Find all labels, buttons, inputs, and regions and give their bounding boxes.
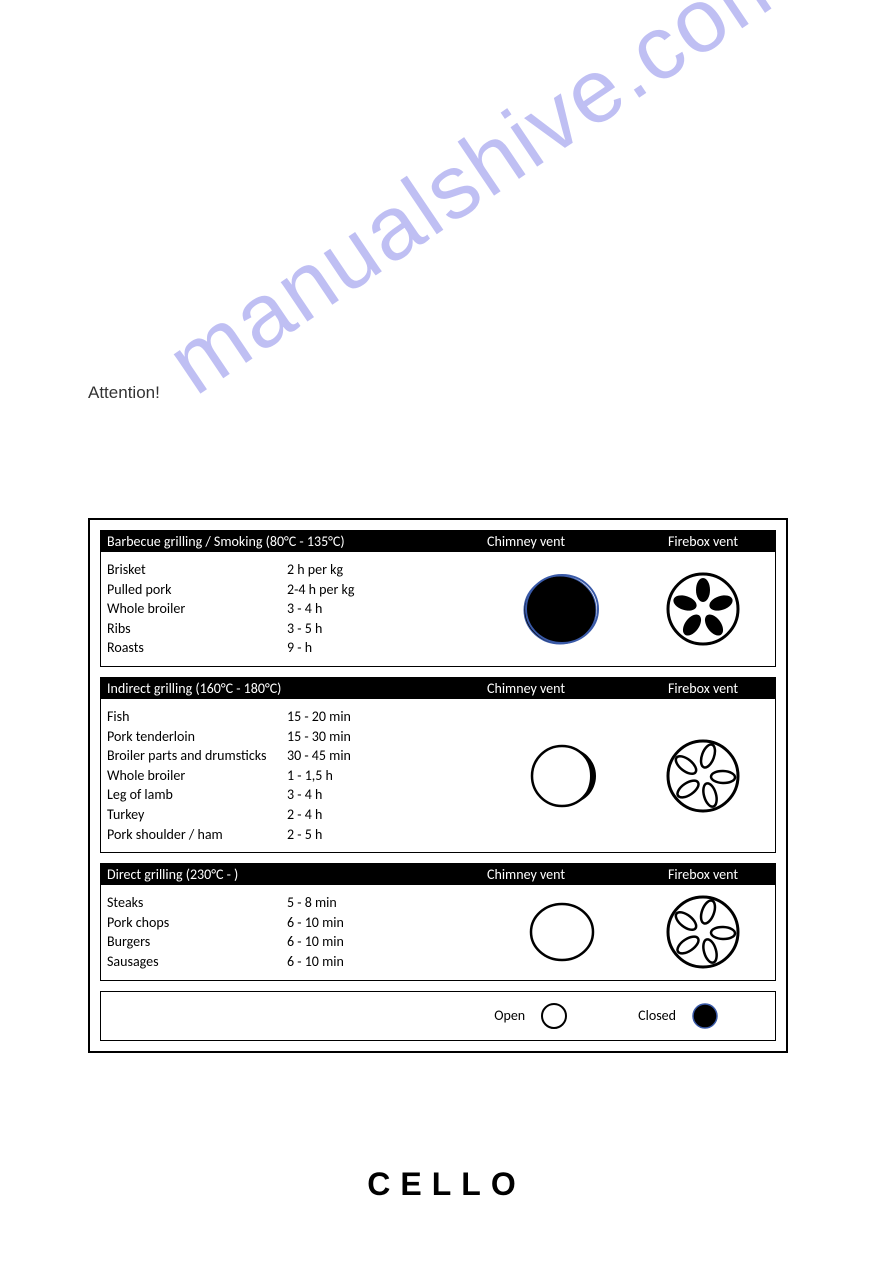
food-item: Pork chops bbox=[107, 913, 287, 933]
section-header: Barbecue grilling / Smoking (80°C - 135°… bbox=[101, 531, 775, 552]
cook-time: 30 - 45 min bbox=[287, 746, 487, 766]
section-header: Direct grilling (230°C - ) Chimney vent … bbox=[101, 864, 775, 885]
cook-time: 1 - 1,5 h bbox=[287, 766, 487, 786]
legend-panel: Open Closed bbox=[100, 991, 776, 1041]
legend-closed: Closed bbox=[638, 1002, 719, 1030]
section-direct: Direct grilling (230°C - ) Chimney vent … bbox=[100, 863, 776, 980]
food-item: Fish bbox=[107, 707, 287, 727]
cook-time: 6 - 10 min bbox=[287, 932, 487, 952]
chimney-vent-half-icon bbox=[526, 740, 598, 812]
items-column: Brisket Pulled pork Whole broiler Ribs R… bbox=[107, 560, 287, 658]
legend-open-icon bbox=[540, 1002, 568, 1030]
legend-closed-label: Closed bbox=[638, 1007, 676, 1024]
cook-time: 6 - 10 min bbox=[287, 913, 487, 933]
col-chimney-label: Chimney vent bbox=[487, 533, 637, 550]
food-item: Whole broiler bbox=[107, 766, 287, 786]
items-column: Fish Pork tenderloin Broiler parts and d… bbox=[107, 707, 287, 844]
col-firebox-label: Firebox vent bbox=[637, 680, 769, 697]
cook-time: 3 - 5 h bbox=[287, 619, 487, 639]
firebox-vent-icon bbox=[664, 893, 742, 971]
times-column: 5 - 8 min 6 - 10 min 6 - 10 min 6 - 10 m… bbox=[287, 893, 487, 971]
col-firebox-label: Firebox vent bbox=[637, 533, 769, 550]
times-column: 2 h per kg 2-4 h per kg 3 - 4 h 3 - 5 h … bbox=[287, 560, 487, 658]
watermark-text: manualshive.com bbox=[150, 0, 813, 415]
cook-time: 3 - 4 h bbox=[287, 785, 487, 805]
col-chimney-label: Chimney vent bbox=[487, 866, 637, 883]
section-indirect: Indirect grilling (160°C - 180°C) Chimne… bbox=[100, 677, 776, 853]
food-item: Ribs bbox=[107, 619, 287, 639]
food-item: Leg of lamb bbox=[107, 785, 287, 805]
attention-heading: Attention! bbox=[88, 383, 160, 403]
items-column: Steaks Pork chops Burgers Sausages bbox=[107, 893, 287, 971]
food-item: Pork shoulder / ham bbox=[107, 825, 287, 845]
section-smoking: Barbecue grilling / Smoking (80°C - 135°… bbox=[100, 530, 776, 667]
food-item: Broiler parts and drumsticks bbox=[107, 746, 287, 766]
cook-time: 9 - h bbox=[287, 638, 487, 658]
cook-time: 2 h per kg bbox=[287, 560, 487, 580]
legend-open: Open bbox=[494, 1002, 568, 1030]
food-item: Whole broiler bbox=[107, 599, 287, 619]
cook-time: 15 - 20 min bbox=[287, 707, 487, 727]
cook-time: 2 - 4 h bbox=[287, 805, 487, 825]
cook-time: 2 - 5 h bbox=[287, 825, 487, 845]
cook-time: 15 - 30 min bbox=[287, 727, 487, 747]
food-item: Burgers bbox=[107, 932, 287, 952]
cook-time: 5 - 8 min bbox=[287, 893, 487, 913]
food-item: Sausages bbox=[107, 952, 287, 972]
col-chimney-label: Chimney vent bbox=[487, 680, 637, 697]
food-item: Turkey bbox=[107, 805, 287, 825]
cook-time: 2-4 h per kg bbox=[287, 580, 487, 600]
grilling-guide-panel: Barbecue grilling / Smoking (80°C - 135°… bbox=[88, 518, 788, 1053]
section-title: Barbecue grilling / Smoking (80°C - 135°… bbox=[107, 533, 487, 550]
cook-time: 3 - 4 h bbox=[287, 599, 487, 619]
section-header: Indirect grilling (160°C - 180°C) Chimne… bbox=[101, 678, 775, 699]
firebox-vent-icon bbox=[664, 570, 742, 648]
section-title: Direct grilling (230°C - ) bbox=[107, 866, 487, 883]
food-item: Brisket bbox=[107, 560, 287, 580]
food-item: Pulled pork bbox=[107, 580, 287, 600]
times-column: 15 - 20 min 15 - 30 min 30 - 45 min 1 - … bbox=[287, 707, 487, 844]
chimney-vent-closed-icon bbox=[523, 570, 601, 648]
food-item: Pork tenderloin bbox=[107, 727, 287, 747]
food-item: Steaks bbox=[107, 893, 287, 913]
chimney-vent-open-icon bbox=[527, 900, 597, 964]
section-title: Indirect grilling (160°C - 180°C) bbox=[107, 680, 487, 697]
legend-open-label: Open bbox=[494, 1007, 525, 1024]
col-firebox-label: Firebox vent bbox=[637, 866, 769, 883]
firebox-vent-icon bbox=[664, 737, 742, 815]
brand-logo: CELLO bbox=[0, 1166, 893, 1203]
cook-time: 6 - 10 min bbox=[287, 952, 487, 972]
food-item: Roasts bbox=[107, 638, 287, 658]
legend-closed-icon bbox=[691, 1002, 719, 1030]
